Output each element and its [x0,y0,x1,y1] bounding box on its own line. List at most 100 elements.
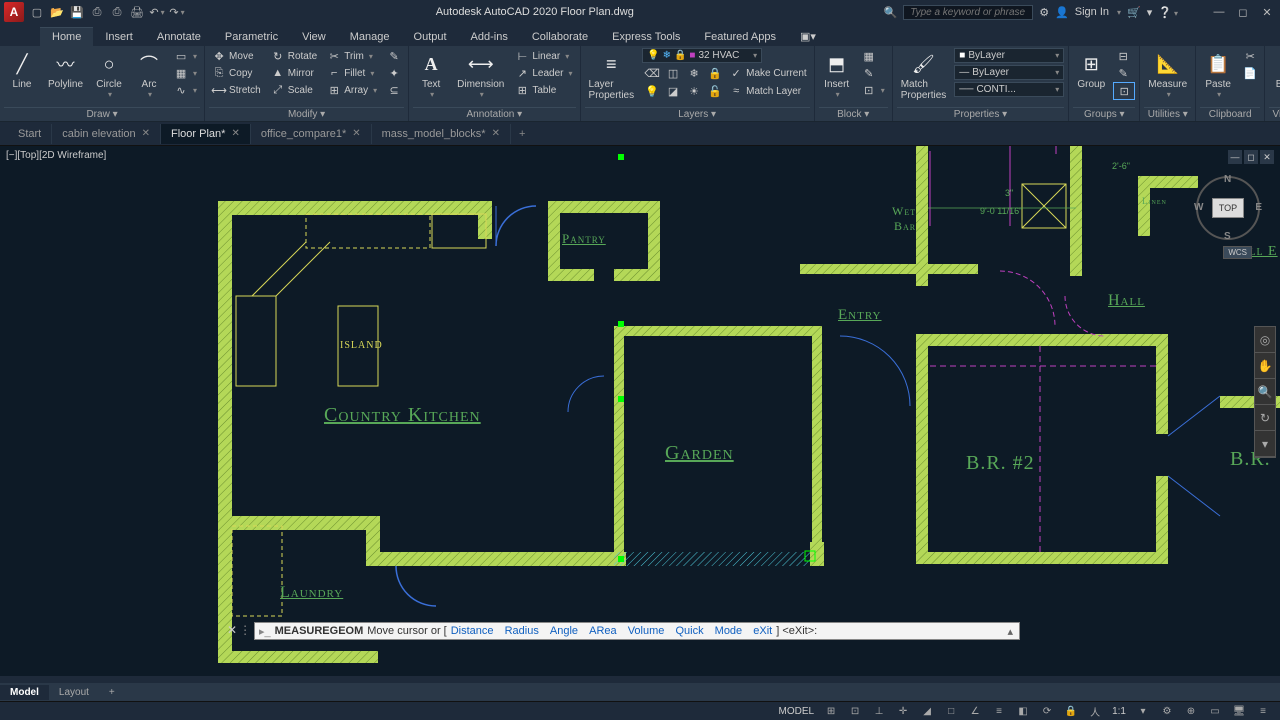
infocenter-icon[interactable]: ⚙ [1039,6,1049,19]
layer-selector[interactable]: 💡❄🔒■32 HVAC▾ [642,48,762,63]
cmd-close-icon[interactable]: ✕ [227,623,237,637]
layer-uniso[interactable]: ◪ [663,83,683,99]
tab-express[interactable]: Express Tools [600,28,692,46]
trim-button[interactable]: ✂Trim▾ [324,48,380,64]
cmd-opt[interactable]: ARea [589,625,617,637]
tab-home[interactable]: Home [40,27,93,46]
qat-print[interactable]: 🖨 [128,3,146,21]
rect-button[interactable]: ▭▾ [171,48,200,64]
scale-dd[interactable]: ▾ [1132,703,1154,719]
circle-button[interactable]: ○Circle▾ [91,48,127,101]
status-iso-icon[interactable]: ◢ [916,703,938,719]
status-snap-icon[interactable]: ⊡ [844,703,866,719]
status-custom-icon[interactable]: ≡ [1252,703,1274,719]
close-icon[interactable]: ✕ [142,128,150,139]
exchange-icon[interactable]: 🛒 [1127,6,1141,19]
measure-button[interactable]: 📐Measure▾ [1144,48,1191,101]
erase-button[interactable]: ✎ [384,48,404,64]
a360-icon[interactable]: ▾ [1147,6,1153,19]
status-gear-icon[interactable]: ⚙ [1156,703,1178,719]
close-icon[interactable]: ✕ [231,128,239,139]
maximize-button[interactable]: ◻ [1234,3,1252,21]
viewcube-w[interactable]: W [1194,202,1203,213]
file-tab-office[interactable]: office_compare1*✕ [251,124,372,144]
cmd-opt[interactable]: Volume [628,625,665,637]
lineweight-selector[interactable]: —ByLayer▾ [954,65,1064,80]
status-polar-icon[interactable]: ✛ [892,703,914,719]
insert-button[interactable]: ⬒Insert▾ [819,48,855,101]
nav-orbit[interactable]: ↻ [1255,405,1275,431]
cut[interactable]: ✂ [1240,48,1260,64]
tab-view[interactable]: View [290,28,338,46]
make-current[interactable]: ✓Make Current [726,65,810,81]
layout-model[interactable]: Model [0,685,49,700]
layout-layout[interactable]: Layout [49,685,99,700]
qat-saveas[interactable]: ⎙ [88,3,106,21]
qat-plot[interactable]: ⎙ [108,3,126,21]
status-scale[interactable]: 1:1 [1108,706,1130,717]
linetype-selector[interactable]: ──CONTI...▾ [954,82,1064,97]
copy-clip[interactable]: 📄 [1240,65,1260,81]
panel-groups-title[interactable]: Groups ▾ [1073,107,1135,121]
viewcube[interactable]: TOP N S E W [1196,176,1260,240]
hatch-button[interactable]: ▦▾ [171,65,200,81]
arc-button[interactable]: ⌒Arc▾ [131,48,167,101]
tab-manage[interactable]: Manage [338,28,402,46]
panel-props-title[interactable]: Properties ▾ [897,107,1065,121]
cmd-opt[interactable]: Mode [715,625,743,637]
panel-utils-title[interactable]: Utilities ▾ [1144,107,1191,121]
tab-overflow[interactable]: ▣▾ [788,27,828,46]
wcs-label[interactable]: WCS [1223,246,1252,259]
layer-iso[interactable]: ◫ [663,65,683,81]
scale-button[interactable]: ⤢Scale [268,82,320,98]
move-button[interactable]: ✥Move [209,48,264,64]
signin-link[interactable]: Sign In [1075,6,1109,18]
file-tab-mass[interactable]: mass_model_blocks*✕ [372,124,511,144]
status-grid-icon[interactable]: ⊞ [820,703,842,719]
tab-featured[interactable]: Featured Apps [692,28,788,46]
ungroup[interactable]: ⊟ [1113,48,1135,64]
layer-lock[interactable]: 🔒 [705,65,725,81]
status-otrack-icon[interactable]: ∠ [964,703,986,719]
stretch-button[interactable]: ⟷Stretch [209,82,264,98]
status-ws-icon[interactable]: ▭ [1204,703,1226,719]
base-button[interactable]: ▣Base▾ [1269,48,1280,101]
qat-undo[interactable]: ↶▾ [148,3,166,21]
status-monitor-icon[interactable]: 🖥 [1228,703,1250,719]
qat-open[interactable]: 📂 [48,3,66,21]
panel-layers-title[interactable]: Layers ▾ [585,107,810,121]
offset-button[interactable]: ⊆ [384,82,404,98]
cmd-opt[interactable]: Quick [675,625,703,637]
qat-redo[interactable]: ↷▾ [168,3,186,21]
cmd-opt[interactable]: Radius [505,625,539,637]
group-button[interactable]: ⊞Group [1073,48,1109,92]
help-search[interactable] [903,5,1033,20]
array-button[interactable]: ⊞Array▾ [324,82,380,98]
tab-addins[interactable]: Add-ins [459,28,520,46]
viewcube-s[interactable]: S [1224,231,1231,242]
cmd-opt[interactable]: Distance [451,625,494,637]
tab-parametric[interactable]: Parametric [213,28,290,46]
viewcube-n[interactable]: N [1224,174,1231,185]
mirror-button[interactable]: ▲Mirror [268,65,320,81]
layer-frz[interactable]: ❄ [684,65,704,81]
status-cycling-icon[interactable]: ⟳ [1036,703,1058,719]
cmd-opt[interactable]: eXit [753,625,772,637]
spline-button[interactable]: ∿▾ [171,82,200,98]
command-line[interactable]: ✕⋮ ▸_ MEASUREGEOM Move cursor or [ Dista… [254,622,1020,640]
tab-annotate[interactable]: Annotate [145,28,213,46]
status-ortho-icon[interactable]: ⊥ [868,703,890,719]
status-model[interactable]: MODEL [775,706,819,717]
match-layer[interactable]: ≈Match Layer [726,83,804,99]
layer-off[interactable]: ⌫ [642,65,662,81]
layout-add[interactable]: + [99,685,125,700]
new-tab-button[interactable]: + [511,124,533,144]
user-icon[interactable]: 👤 [1055,6,1069,19]
layer-props-button[interactable]: ≡Layer Properties [585,48,639,103]
match-props-button[interactable]: 🖌Match Properties [897,48,951,103]
close-icon[interactable]: ✕ [492,128,500,139]
close-icon[interactable]: ✕ [352,128,360,139]
status-osnap-icon[interactable]: □ [940,703,962,719]
copy-button[interactable]: ⎘Copy [209,65,264,81]
tab-output[interactable]: Output [402,28,459,46]
